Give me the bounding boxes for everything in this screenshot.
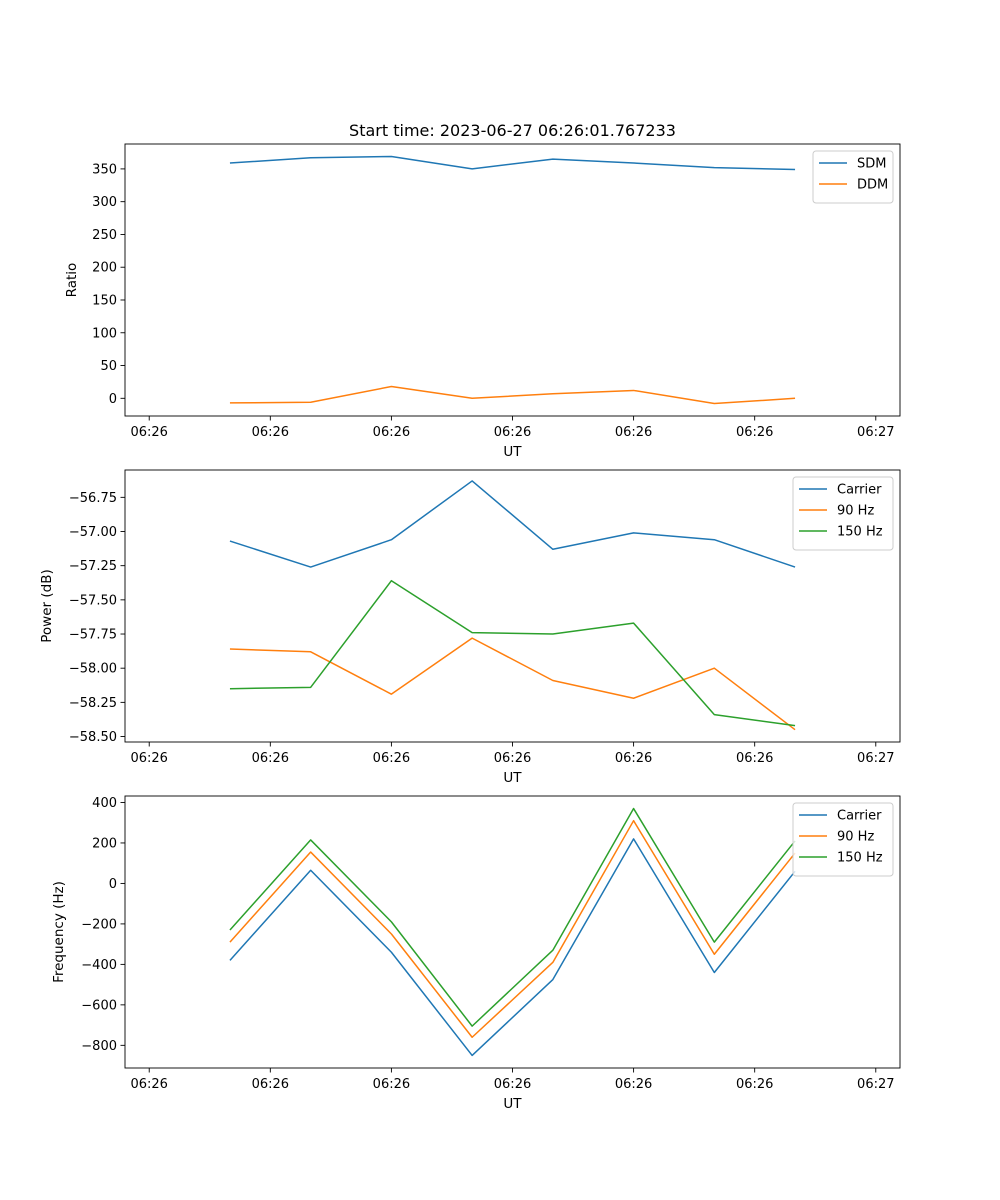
series-line-90-hz <box>229 819 796 1038</box>
legend-box <box>812 150 894 204</box>
y-tick-label: −600 <box>81 998 117 1013</box>
x-tick-label: 06:26 <box>252 1077 289 1092</box>
chart-panels: 06:26 06:26 06:26 06:26 06:26 06:26 06:27 0 50 10… <box>39 143 901 1112</box>
y-tick-label: −58.00 <box>69 662 117 677</box>
y-axis-label: Frequency (Hz) <box>51 881 67 983</box>
legend-label: SDM <box>857 157 886 172</box>
legend-label: 90 Hz <box>837 830 874 845</box>
y-tick-label: −200 <box>81 917 117 932</box>
x-tick-label: 06:26 <box>736 1077 773 1092</box>
legend-label: 150 Hz <box>837 851 883 866</box>
chart-panel-1: 06:26 06:26 06:26 06:26 06:26 06:26 06:27 0 50 10… <box>64 143 901 460</box>
x-tick-label: 06:26 <box>130 1077 167 1092</box>
chart-panel-3: 06:26 06:26 06:26 06:26 06:26 06:26 06:27 −800 −… <box>51 795 901 1112</box>
x-tick-label: 06:26 <box>373 751 410 766</box>
y-tick-label: −57.00 <box>69 525 117 540</box>
x-tick-label: 06:26 <box>494 1077 531 1092</box>
y-tick-label: 350 <box>92 162 117 177</box>
series-line-carrier <box>229 480 796 568</box>
x-tick-label: 06:27 <box>857 1077 894 1092</box>
figure-title: Start time: 2023-06-27 06:26:01.767233 <box>349 121 676 140</box>
x-tick-label: 06:26 <box>130 425 167 440</box>
y-tick-label: −56.75 <box>69 491 117 506</box>
y-tick-label: −57.50 <box>69 593 117 608</box>
legend-label: Carrier <box>837 483 882 498</box>
y-axis-label: Power (dB) <box>39 569 55 642</box>
legend-label: Carrier <box>837 809 882 824</box>
y-tick-label: 400 <box>92 796 117 811</box>
series-line-150-hz <box>229 579 796 727</box>
x-tick-label: 06:26 <box>494 751 531 766</box>
x-tick-label: 06:26 <box>373 1077 410 1092</box>
y-tick-label: −57.75 <box>69 628 117 643</box>
y-tick-label: 200 <box>92 261 117 276</box>
x-tick-label: 06:26 <box>494 425 531 440</box>
legend-label: 90 Hz <box>837 504 874 519</box>
x-axis-label: UT <box>503 1096 522 1112</box>
y-tick-label: 250 <box>92 228 117 243</box>
y-tick-label: 300 <box>92 195 117 210</box>
y-tick-label: 0 <box>109 877 117 892</box>
x-tick-label: 06:26 <box>736 425 773 440</box>
y-tick-label: 200 <box>92 836 117 851</box>
x-axis-label: UT <box>503 444 522 460</box>
y-tick-label: −800 <box>81 1039 117 1054</box>
series-line-carrier <box>229 838 796 1057</box>
series-line-ddm <box>229 385 796 405</box>
x-tick-label: 06:27 <box>857 425 894 440</box>
y-tick-label: 50 <box>100 359 117 374</box>
x-tick-label: 06:26 <box>615 1077 652 1092</box>
y-tick-label: −400 <box>81 958 117 973</box>
y-tick-label: 150 <box>92 293 117 308</box>
y-tick-label: 100 <box>92 326 117 341</box>
x-tick-label: 06:26 <box>373 425 410 440</box>
y-tick-label: −57.25 <box>69 559 117 574</box>
legend: Carrier 90 Hz 150 Hz <box>792 802 894 877</box>
x-tick-label: 06:26 <box>736 751 773 766</box>
x-tick-label: 06:26 <box>252 751 289 766</box>
x-tick-label: 06:27 <box>857 751 894 766</box>
legend: Carrier 90 Hz 150 Hz <box>792 476 894 551</box>
legend-label: 150 Hz <box>837 525 883 540</box>
x-axis-label: UT <box>503 770 522 786</box>
x-tick-label: 06:26 <box>130 751 167 766</box>
series-line-150-hz <box>229 807 796 1027</box>
legend-label: DDM <box>857 178 888 193</box>
legend: SDM DDM <box>812 150 894 204</box>
y-tick-label: −58.25 <box>69 696 117 711</box>
chart-panel-2: 06:26 06:26 06:26 06:26 06:26 06:26 06:27 −58.5… <box>39 469 901 786</box>
series-line-90-hz <box>229 637 796 731</box>
series-line-sdm <box>229 155 796 171</box>
x-tick-label: 06:26 <box>615 751 652 766</box>
x-tick-label: 06:26 <box>615 425 652 440</box>
y-tick-label: 0 <box>109 392 117 407</box>
x-tick-label: 06:26 <box>252 425 289 440</box>
y-axis-label: Ratio <box>64 263 80 298</box>
y-tick-label: −58.50 <box>69 730 117 745</box>
